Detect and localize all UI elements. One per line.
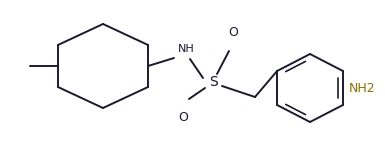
Text: NH: NH — [178, 44, 195, 54]
Text: NH2: NH2 — [349, 81, 375, 94]
Text: O: O — [178, 111, 188, 124]
Text: S: S — [209, 75, 218, 89]
Text: O: O — [228, 26, 238, 39]
